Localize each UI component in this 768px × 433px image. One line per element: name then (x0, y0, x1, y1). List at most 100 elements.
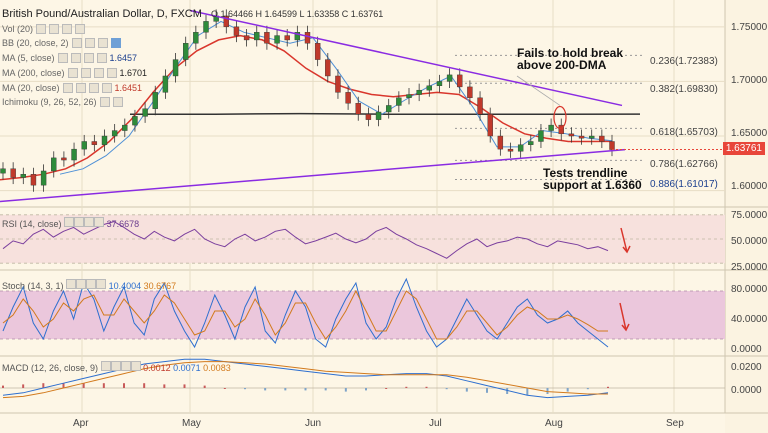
macd-histogram-bar (365, 388, 367, 391)
macd-histogram-bar (324, 388, 327, 391)
macd-tick: 0.0200 (731, 362, 762, 373)
candle-body (162, 75, 169, 93)
macd-histogram-bar (82, 383, 85, 388)
macd-histogram-bar (123, 383, 125, 388)
macd-histogram-bar (223, 388, 226, 389)
candle-body (81, 141, 87, 150)
macd-histogram-bar (183, 384, 186, 388)
chart-title: British Pound/Australian Dollar, D, FXCM… (2, 8, 383, 20)
macd-histogram-bar (22, 384, 25, 388)
legend-ma5[interactable]: MA (5, close) 1.6457 (2, 53, 138, 63)
candle-body (91, 141, 98, 145)
candle-body (457, 74, 463, 88)
legend-bb[interactable]: BB (20, close, 2) (2, 38, 121, 48)
price-axis-background (725, 0, 768, 433)
candle-body (335, 75, 341, 93)
candle-body (365, 113, 372, 120)
candle-body (386, 105, 392, 113)
candle-body (304, 32, 311, 44)
macd-histogram-bar (203, 385, 206, 388)
candle-body (375, 111, 382, 120)
ma200-line (130, 112, 641, 115)
macd-histogram-bar (405, 386, 408, 388)
candle-body (30, 174, 37, 186)
legend-ma200[interactable]: MA (200, close) 1.6701 (2, 68, 148, 78)
callout-line (516, 75, 561, 106)
stoch-down-arrow (619, 302, 627, 331)
macd-histogram-bar (2, 385, 4, 388)
macd-histogram-bar (586, 388, 589, 390)
macd-histogram-bar (546, 388, 549, 394)
candle-body (122, 124, 128, 131)
macd-histogram-bar (607, 386, 609, 388)
candle-body (61, 157, 67, 161)
lower-trendline (0, 148, 626, 203)
candle-body (254, 32, 260, 41)
ohlc-readout: O 1.64466 H 1.64599 L 1.63358 C 1.63761 (210, 9, 384, 19)
rsi-down-arrow-head (622, 245, 631, 254)
macd-histogram-bar (42, 383, 45, 388)
y-tick-label: 1.75000 (731, 22, 768, 33)
x-tick-label: Apr (73, 418, 89, 429)
x-tick-label: Aug (545, 418, 563, 429)
candle-body (487, 113, 493, 137)
candle-body (223, 15, 230, 28)
candle-body (416, 89, 422, 95)
annotation-trendline: Tests trendline support at 1.6360 (543, 166, 642, 192)
candle-body (396, 97, 402, 106)
legend-ma20[interactable]: MA (20, close) 1.6451 (2, 83, 143, 93)
macd-histogram-bar (465, 388, 468, 392)
stoch-tick: 40.0000 (731, 314, 768, 325)
x-tick-label: Sep (666, 418, 684, 429)
legend-vol[interactable]: Vol (20) (2, 24, 86, 34)
x-tick-label: Jun (305, 418, 322, 429)
candle-body (558, 124, 564, 135)
candle-body (355, 103, 361, 115)
rsi-tick: 75.0000 (731, 210, 768, 221)
toggle-box[interactable] (36, 24, 47, 34)
candle-body (497, 135, 504, 150)
stoch-legend[interactable]: Stoch (14, 3, 1) 10.4004 30.6767 (2, 279, 177, 291)
macd-histogram-bar (143, 383, 146, 388)
candle-body (467, 86, 473, 99)
macd-histogram-bar (385, 388, 388, 389)
candle-body (517, 144, 524, 152)
candle-body (325, 59, 331, 77)
candle-body (264, 32, 270, 44)
y-tick-label: 1.70000 (731, 75, 768, 86)
candle-body (314, 43, 321, 60)
rsi-legend[interactable]: RSI (14, close) 37.6678 (2, 217, 140, 229)
macd-histogram-bar (486, 388, 488, 393)
macd-histogram-bar (344, 388, 347, 392)
candle-body (0, 168, 6, 174)
candle-body (142, 108, 148, 117)
candle-body (294, 32, 301, 41)
candle-body (589, 135, 595, 139)
y-tick-label: 1.65000 (731, 128, 768, 139)
rsi-tick: 50.0000 (731, 236, 768, 247)
fib-label-0236: 0.236(1.72383) (650, 56, 718, 67)
y-tick-label: 1.60000 (731, 181, 768, 192)
candle-body (436, 81, 443, 87)
macd-histogram-bar (244, 388, 246, 390)
macd-histogram-bar (526, 388, 529, 396)
fib-label-0886: 0.886(1.61017) (650, 179, 718, 190)
symbol-title: British Pound/Australian Dollar, D, FXCM (2, 8, 202, 20)
stoch-down-arrow-head (621, 323, 630, 332)
candle-body (233, 26, 240, 36)
macd-histogram-bar (264, 388, 267, 391)
x-tick-label: Jul (429, 418, 442, 429)
candle-body (568, 133, 575, 137)
macd-legend[interactable]: MACD (12, 26, close, 9) 0.0012 0.0071 0.… (2, 361, 231, 373)
macd-histogram-bar (425, 386, 428, 388)
candle-body (345, 92, 351, 104)
candle-body (40, 170, 47, 186)
macd-line (2, 358, 609, 399)
stoch-d-line (2, 289, 608, 340)
stoch-k-line (2, 277, 609, 349)
legend-ichimoku[interactable]: Ichimoku (9, 26, 52, 26) (2, 97, 123, 107)
candle-body (111, 130, 118, 137)
candle-body (152, 92, 158, 109)
candle-body (426, 85, 432, 91)
